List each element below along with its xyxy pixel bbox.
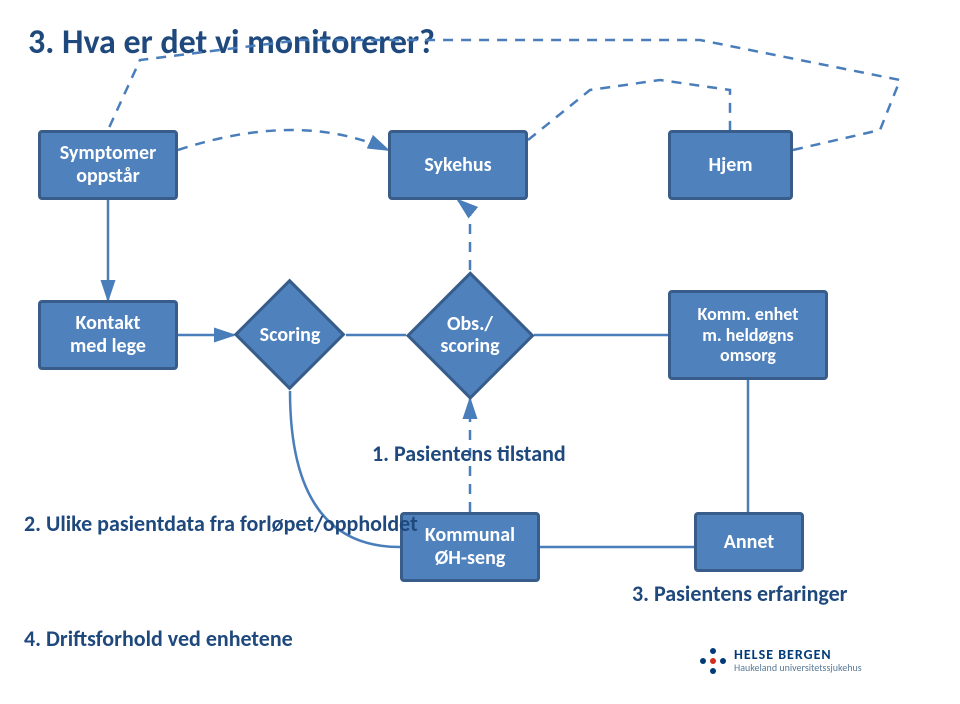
logo-dot-e bbox=[720, 658, 726, 664]
node-label: Komm. enhetm. heldøgnsomsorg bbox=[698, 304, 799, 366]
node-label: Symptomeroppstår bbox=[60, 142, 157, 188]
diamond-shape bbox=[406, 271, 534, 399]
annotation-2: 2. Ulike pasientdata fra forløpet/opphol… bbox=[24, 510, 418, 537]
slide: { "canvas": { "w": 960, "h": 704, "bg": … bbox=[0, 0, 960, 704]
node-annet: Annet bbox=[694, 512, 804, 572]
node-label: Hjem bbox=[708, 154, 752, 177]
logo-sub: Haukeland universitetssjukehus bbox=[734, 663, 862, 674]
diamond-shape bbox=[234, 279, 346, 391]
annotation-3: 3. Pasientens erfaringer bbox=[632, 580, 847, 607]
node-label: Annet bbox=[724, 531, 774, 554]
node-sykehus: Sykehus bbox=[388, 130, 528, 200]
annotation-1: 1. Pasientens tilstand bbox=[372, 440, 566, 467]
node-kontakt: Kontaktmed lege bbox=[38, 300, 178, 370]
logo-dot-w bbox=[700, 658, 706, 664]
node-label: Sykehus bbox=[424, 154, 491, 177]
logo-dot-n bbox=[710, 648, 716, 654]
node-hjem: Hjem bbox=[668, 130, 793, 200]
logo-dot-center bbox=[710, 658, 716, 664]
annotation-4: 4. Driftsforhold ved enhetene bbox=[24, 625, 293, 652]
node-label: KommunalØH-seng bbox=[425, 524, 515, 570]
node-scoring: Scoring bbox=[234, 279, 346, 391]
node-label: Kontaktmed lege bbox=[70, 312, 146, 358]
logo: HELSE BERGEN Haukeland universitetssjuke… bbox=[700, 648, 862, 674]
node-obsscoring: Obs./scoring bbox=[406, 271, 534, 399]
logo-dot-s bbox=[710, 668, 716, 674]
node-kommunal: KommunalØH-seng bbox=[400, 512, 540, 582]
page-title: 3. Hva er det vi monitorerer? bbox=[28, 22, 435, 63]
logo-cross-icon bbox=[700, 648, 726, 674]
node-symptomer: Symptomeroppstår bbox=[38, 130, 178, 200]
node-kommenhet: Komm. enhetm. heldøgnsomsorg bbox=[668, 290, 828, 380]
logo-text: HELSE BERGEN Haukeland universitetssjuke… bbox=[734, 648, 862, 673]
